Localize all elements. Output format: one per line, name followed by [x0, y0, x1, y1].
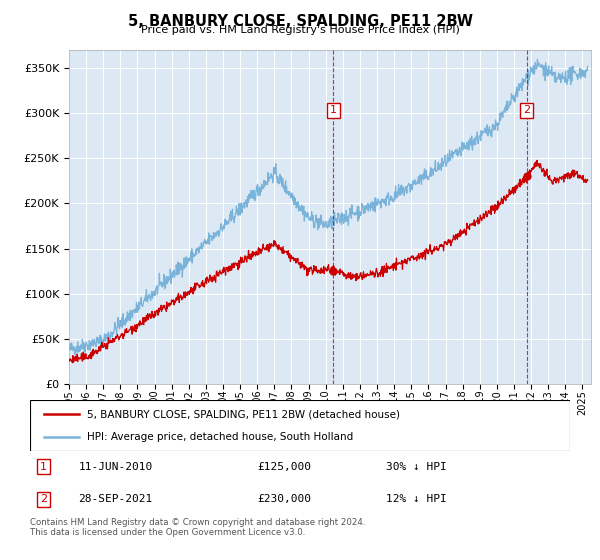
Text: 2: 2 [523, 105, 530, 115]
Text: 11-JUN-2010: 11-JUN-2010 [79, 461, 153, 472]
Text: 30% ↓ HPI: 30% ↓ HPI [386, 461, 447, 472]
Text: Contains HM Land Registry data © Crown copyright and database right 2024.
This d: Contains HM Land Registry data © Crown c… [30, 518, 365, 538]
Text: 12% ↓ HPI: 12% ↓ HPI [386, 494, 447, 505]
Text: 2: 2 [40, 494, 47, 505]
Text: 5, BANBURY CLOSE, SPALDING, PE11 2BW: 5, BANBURY CLOSE, SPALDING, PE11 2BW [128, 14, 473, 29]
Text: 28-SEP-2021: 28-SEP-2021 [79, 494, 153, 505]
Text: £125,000: £125,000 [257, 461, 311, 472]
Text: 1: 1 [40, 461, 47, 472]
Text: HPI: Average price, detached house, South Holland: HPI: Average price, detached house, Sout… [86, 432, 353, 442]
Text: £230,000: £230,000 [257, 494, 311, 505]
Text: Price paid vs. HM Land Registry's House Price Index (HPI): Price paid vs. HM Land Registry's House … [140, 25, 460, 35]
Text: 1: 1 [330, 105, 337, 115]
Text: 5, BANBURY CLOSE, SPALDING, PE11 2BW (detached house): 5, BANBURY CLOSE, SPALDING, PE11 2BW (de… [86, 409, 400, 419]
